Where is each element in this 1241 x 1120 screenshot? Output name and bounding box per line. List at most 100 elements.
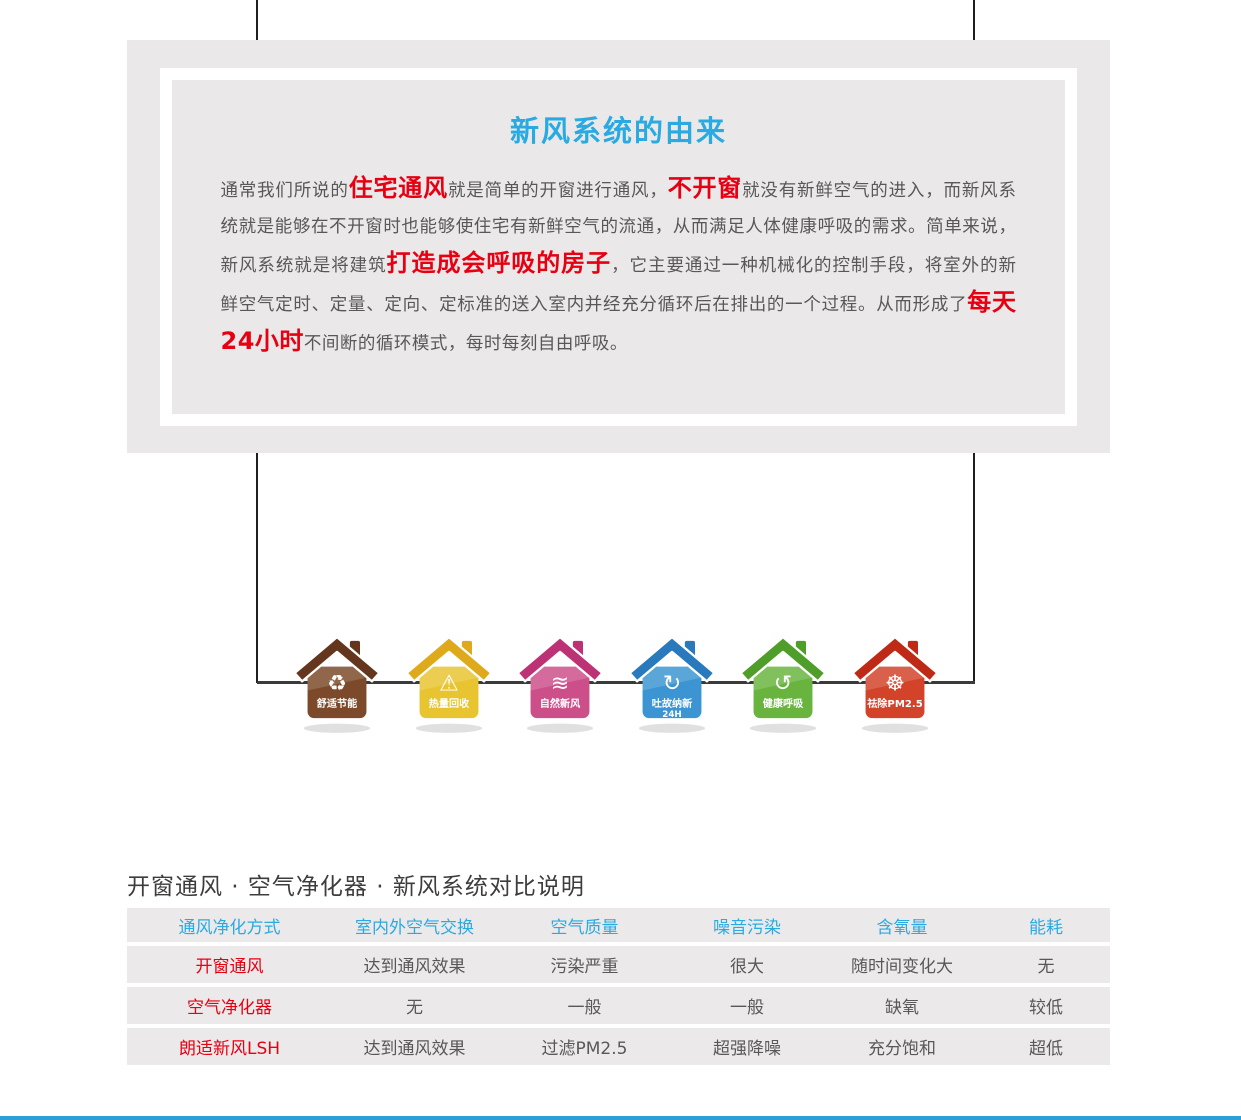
house-body [307,666,367,719]
table-cell: 充分饱和 [868,1039,936,1059]
house-shadow [527,723,594,733]
house-shadow [638,723,705,733]
house-roof [628,636,716,683]
paragraph-segment: ，它主要通过一种机械化的控制手段，将室外的新鲜空气定时、定量、定向、定标准的送入… [220,256,1017,315]
healthy-breath-swirl-icon: ↺ [774,672,793,697]
house-gloss [530,666,590,691]
paragraph-segment: 通常我们所说的 [220,181,349,201]
table-cell: 达到通风效果 [363,957,466,977]
refresh-cycle-icon: ↻ [663,672,682,697]
connector-line-lower-left [256,453,258,683]
row-label: 空气净化器 [187,998,272,1018]
fresh-air-waves-icon: ≋ [551,672,570,697]
comparison-table: 通风净化方式 室内外空气交换 空气质量 噪音污染 含氧量 能耗 开窗通风 达到通… [127,908,1110,1069]
house-graphic: ♻ 舒适节能 [293,636,381,733]
house-graphic: ≋ 自然新风 [516,636,604,733]
house-body [530,666,590,719]
feature-house: ☸ 祛除PM2.5 [849,633,941,737]
paragraph-segment: 每天24小时 [220,288,1017,355]
house-label: 舒适节能 [317,697,357,710]
house-graphic: ↺ 健康呼吸 [739,636,827,733]
paragraph-segment: 不间断的循环模式，每时每刻自由呼吸。 [303,334,628,354]
feature-houses: ♻ 舒适节能 ⚠ 热量回收 [257,633,975,741]
table-header-cell: 空气质量 [550,917,619,938]
house-label: 健康呼吸 [763,697,804,710]
house-graphic: ↻ 吐故纳新 24H [628,636,716,733]
table-cell: 缺氧 [885,998,919,1018]
feature-house: ≋ 自然新风 [514,633,606,737]
house-shadow [303,723,371,733]
house-label: 祛除PM2.5 [866,697,923,710]
table-header-cell: 室内外空气交换 [355,917,474,938]
table-header-cell: 能耗 [1029,917,1063,938]
table-cell: 过滤PM2.5 [541,1039,628,1059]
feature-house: ↻ 吐故纳新 24H [626,633,718,737]
paragraph-segment: 就没有新鲜空气的进入，而新风系统就是能够在不开窗时也能够使住宅有新鲜空气的流通，… [220,181,1017,276]
feature-house: ↺ 健康呼吸 [737,633,829,737]
table-cell: 无 [1037,957,1055,977]
house-shadow [750,723,817,733]
house-roof [851,636,939,683]
house-label: 自然新风 [540,697,581,710]
house-roof [516,636,604,683]
table-cell: 达到通风效果 [363,1039,466,1059]
intro-panel: 新风系统的由来 通常我们所说的住宅通风就是简单的开窗进行通风，不开窗就没有新鲜空… [127,40,1110,453]
table-row: 开窗通风 达到通风效果 污染严重 很大 随时间变化大 无 [127,946,1110,983]
connector-line-top-left [256,0,258,40]
paragraph-segment: 住宅通风 [348,174,448,202]
house-body [419,666,479,719]
house-roof [293,636,381,683]
table-header-row: 通风净化方式 室内外空气交换 空气质量 噪音污染 含氧量 能耗 [127,908,1110,942]
house-gloss [419,666,479,691]
intro-title: 新风系统的由来 [509,114,727,148]
feature-house: ♻ 舒适节能 [291,633,383,737]
connector-line-top-right [973,0,975,40]
table-cell: 无 [406,998,423,1018]
paragraph-segment: 就是简单的开窗进行通风， [447,181,668,201]
house-roof [739,636,827,683]
connector-line-horizontal [257,681,975,684]
intro-frame: 新风系统的由来 通常我们所说的住宅通风就是简单的开窗进行通风，不开窗就没有新鲜空… [160,68,1077,426]
house-shadow [415,723,482,733]
table-cell: 污染严重 [550,957,619,977]
table-cell: 很大 [730,957,764,977]
house-body [753,666,813,719]
house-gloss [753,666,813,691]
house-gloss [307,666,367,691]
row-label: 开窗通风 [195,957,264,977]
table-cell: 超强降噪 [713,1039,781,1059]
heat-recovery-icon: ⚠ [439,672,459,697]
table-header-cell: 含氧量 [876,917,928,938]
paragraph-segment: 不开窗 [667,174,743,202]
table-cell: 一般 [730,998,764,1018]
house-graphic: ☸ 祛除PM2.5 [851,636,939,733]
table-row: 空气净化器 无 一般 一般 缺氧 较低 [127,987,1110,1024]
house-body [642,666,702,719]
recycle-icon: ♻ [327,672,347,697]
intro-paragraph: 通常我们所说的住宅通风就是简单的开窗进行通风，不开窗就没有新鲜空气的进入，而新风… [221,170,1017,362]
table-header-cell: 噪音污染 [713,917,781,938]
paragraph-segment: 打造成会呼吸的房子 [386,249,612,277]
house-graphic: ⚠ 热量回收 [405,636,493,733]
house-label: 热量回收 [428,697,469,710]
row-label: 朗适新风LSH [178,1039,281,1059]
house-gloss [865,666,925,691]
table-header-cell: 通风净化方式 [178,917,281,938]
house-body [865,666,925,719]
house-roof [405,636,493,683]
fan-icon: ☸ [885,672,905,697]
connector-line-lower-right [973,453,975,683]
table-cell: 一般 [567,998,602,1018]
house-shadow [861,723,929,733]
bottom-accent-bar [0,1116,1241,1120]
table-row: 朗适新风LSH 达到通风效果 过滤PM2.5 超强降噪 充分饱和 超低 [127,1028,1110,1065]
table-cell: 较低 [1029,998,1063,1018]
comparison-section-title: 开窗通风 · 空气净化器 · 新风系统对比说明 [127,874,585,901]
table-cell: 超低 [1029,1039,1063,1059]
house-label-line2: 24H [662,710,681,720]
feature-house: ⚠ 热量回收 [403,633,495,737]
table-cell: 随时间变化大 [851,957,953,977]
house-label: 吐故纳新 [652,697,692,710]
house-gloss [642,666,702,691]
